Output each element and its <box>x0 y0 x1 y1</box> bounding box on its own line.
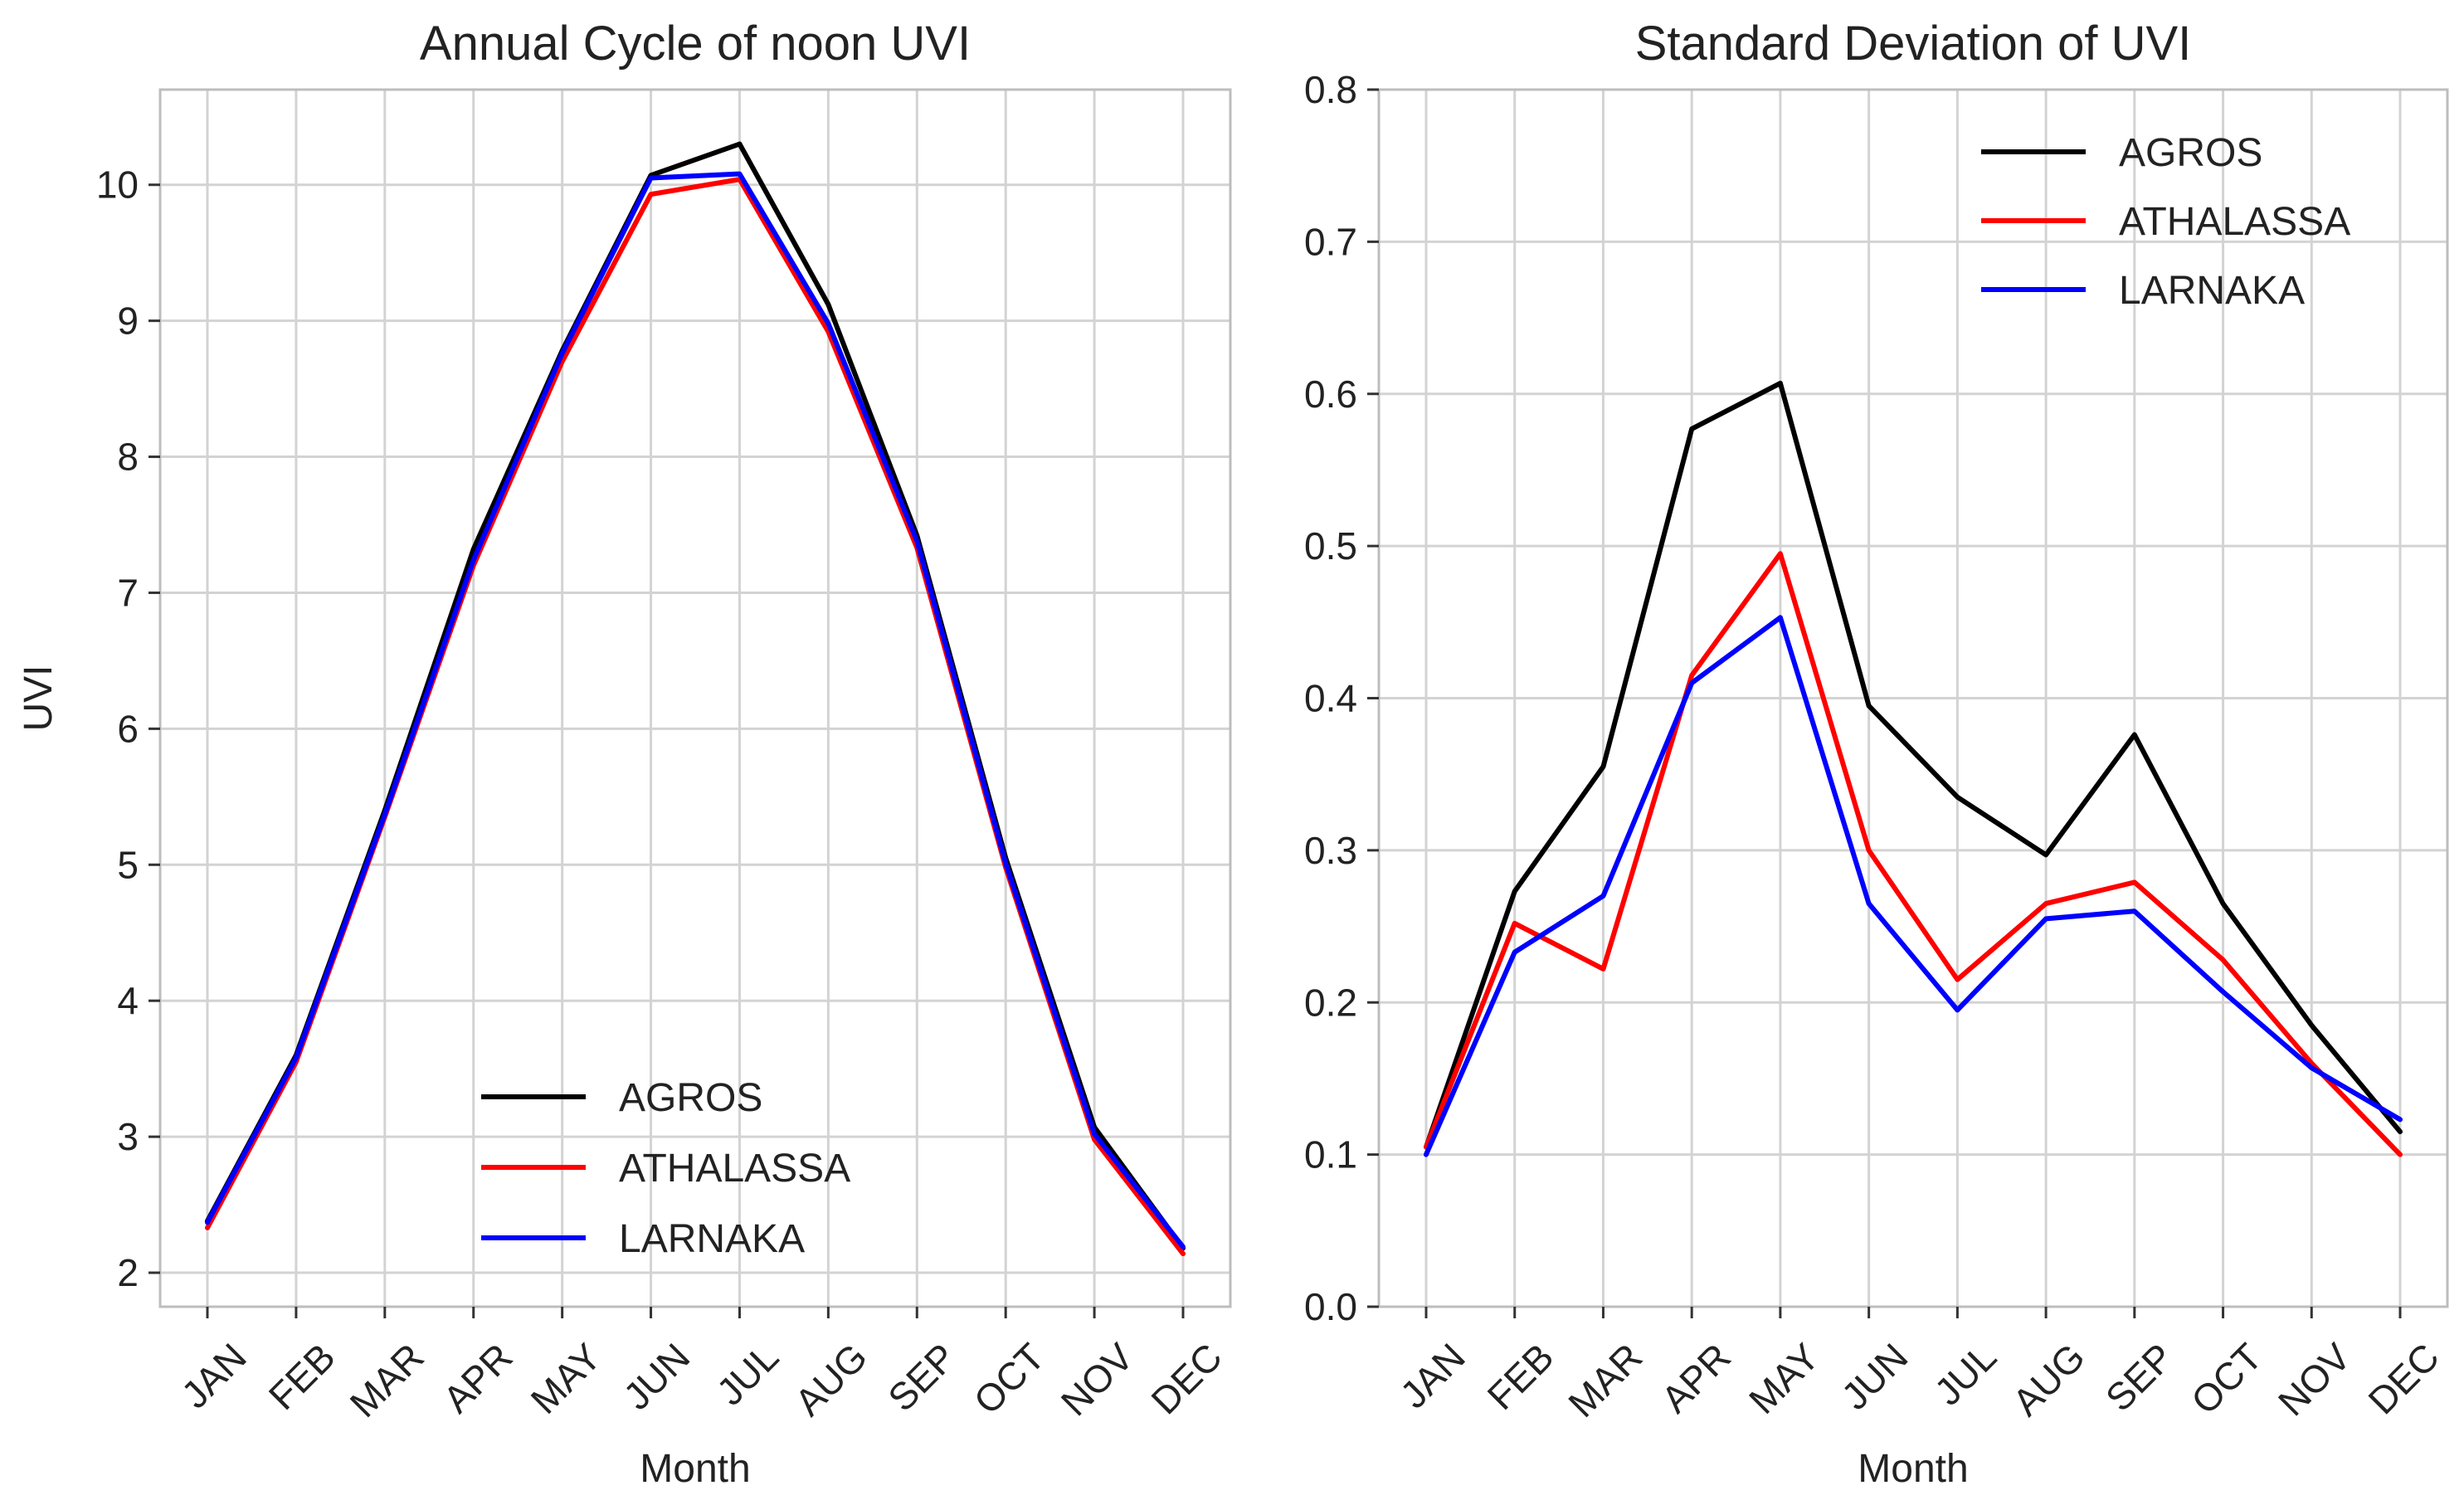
chart-1-legend-label-athalassa: ATHALASSA <box>2119 200 2350 244</box>
chart-1-y-tick-label-5: 0.5 <box>1304 524 1357 567</box>
chart-0-x-tick-label-may: MAY <box>523 1335 610 1422</box>
chart-0-y-tick-label-3: 5 <box>117 843 139 886</box>
chart-0-y-tick-label-7: 9 <box>117 300 139 343</box>
chart-1-y-tick-label-4: 0.4 <box>1304 677 1357 720</box>
chart-0-y-tick-label-6: 8 <box>117 436 139 479</box>
chart-0-x-tick-label-mar: MAR <box>342 1335 432 1425</box>
chart-1-x-tick-label-nov: NOV <box>2270 1335 2359 1424</box>
chart-0-title: Annual Cycle of noon UVI <box>420 17 971 71</box>
chart-1-y-tick-label-8: 0.8 <box>1304 68 1357 111</box>
chart-1-legend-label-larnaka: LARNAKA <box>2119 269 2305 313</box>
chart-1-y-tick-label-3: 0.3 <box>1304 829 1357 872</box>
chart-1-title: Standard Deviation of UVI <box>1635 17 2192 71</box>
chart-1-series-line-athalassa <box>1424 551 2403 1157</box>
chart-1-x-axis-label: Month <box>1858 1447 1968 1491</box>
chart-0-legend: AGROS ATHALASSA LARNAKA <box>481 1076 850 1261</box>
chart-1-x-tick-label-may: MAY <box>1741 1335 1828 1422</box>
chart-0-x-tick-label-sep: SEP <box>879 1335 964 1420</box>
chart-0-x-tick-label-jun: JUN <box>615 1335 698 1418</box>
chart-1-x-tick-label-mar: MAR <box>1560 1335 1650 1425</box>
chart-0-x-tick-label-dec: DEC <box>1142 1335 1230 1422</box>
chart-0-legend-label-athalassa: ATHALASSA <box>619 1147 850 1191</box>
chart-0-legend-label-larnaka: LARNAKA <box>619 1217 805 1261</box>
chart-1-series-line-larnaka <box>1424 615 2403 1157</box>
chart-1-x-tick-label-jun: JUN <box>1833 1335 1916 1418</box>
chart-0-legend-label-agros: AGROS <box>619 1076 762 1120</box>
chart-1-legend-label-agros: AGROS <box>2119 131 2262 175</box>
chart-0-x-tick-label-jul: JUL <box>709 1335 787 1414</box>
chart-1-legend: AGROS ATHALASSA LARNAKA <box>1981 131 2350 313</box>
chart-1-x-tick-label-jul: JUL <box>1926 1335 2005 1414</box>
chart-0-y-tick-label-5: 7 <box>117 571 139 614</box>
chart-1-x-tick-label-oct: OCT <box>2183 1335 2270 1422</box>
chart-1-y-tick-label-7: 0.7 <box>1304 220 1357 263</box>
chart-1-x-tick-label-feb: FEB <box>1479 1335 1562 1418</box>
chart-0-y-tick-label-8: 10 <box>96 163 139 207</box>
chart-0-x-tick-label-jan: JAN <box>173 1335 255 1416</box>
chart-1-x-tick-label-aug: AUG <box>2004 1335 2093 1424</box>
chart-0-plot-frame <box>158 88 1232 1308</box>
chart-1-x-tick-label-dec: DEC <box>2359 1335 2447 1422</box>
chart-1-x-tick-label-apr: APR <box>1653 1335 1739 1421</box>
chart-0-y-tick-label-1: 3 <box>117 1115 139 1158</box>
chart-0-x-tick-label-feb: FEB <box>261 1335 343 1418</box>
chart-0-y-tick-label-4: 6 <box>117 707 139 750</box>
chart-0-y-tick-label-2: 4 <box>117 979 139 1022</box>
chart-1-series-line-agros <box>1424 380 2403 1150</box>
chart-1-y-tick-label-2: 0.2 <box>1304 981 1357 1024</box>
chart-0-x-tick-label-nov: NOV <box>1053 1335 1142 1424</box>
chart-0-x-axis-label: Month <box>640 1447 750 1491</box>
chart-0-series-line-larnaka <box>205 171 1186 1249</box>
chart-1-y-tick-label-1: 0.1 <box>1304 1133 1357 1176</box>
chart-0-x-tick-label-oct: OCT <box>966 1335 1053 1422</box>
chart-0-x-tick-label-apr: APR <box>435 1335 521 1421</box>
chart-0-x-tick-label-aug: AUG <box>786 1335 875 1424</box>
chart-1-x-tick-label-sep: SEP <box>2097 1335 2182 1420</box>
chart-0-y-tick-label-0: 2 <box>117 1251 139 1294</box>
chart-1-y-tick-label-6: 0.6 <box>1304 373 1357 416</box>
chart-0-y-axis-label: UVI <box>17 665 61 731</box>
chart-1-y-tick-label-0: 0.0 <box>1304 1285 1357 1328</box>
chart-1-x-tick-label-jan: JAN <box>1392 1335 1473 1416</box>
